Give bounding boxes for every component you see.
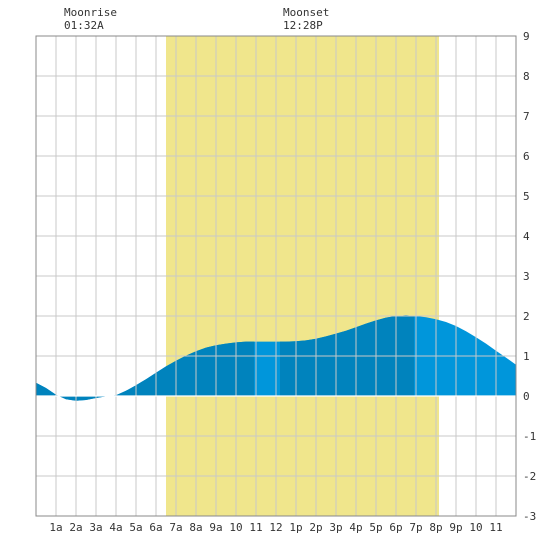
y-tick-label: 7 bbox=[523, 110, 530, 123]
y-tick-label: 8 bbox=[523, 70, 530, 83]
x-tick-label: 6a bbox=[149, 521, 162, 534]
y-tick-label: -3 bbox=[523, 510, 536, 523]
x-tick-label: 4a bbox=[109, 521, 122, 534]
y-tick-label: 0 bbox=[523, 390, 530, 403]
y-tick-label: -1 bbox=[523, 430, 536, 443]
x-tick-label: 7p bbox=[409, 521, 422, 534]
y-tick-label: 5 bbox=[523, 190, 530, 203]
x-tick-labels: 1a 2a 3a 4a 5a 6a 7a 8a 9a 10 11 12 1p 2p 3p 4p 5p 6p 7p 8p… bbox=[49, 521, 502, 534]
x-tick-label: 11 bbox=[489, 521, 502, 534]
y-tick-label: 2 bbox=[523, 310, 530, 323]
y-tick-label: 4 bbox=[523, 230, 530, 243]
x-tick-label: 9a bbox=[209, 521, 222, 534]
y-tick-labels: -3 -2 -1 0 1 2 3 4 5 6 7 8 9 bbox=[523, 30, 536, 523]
x-tick-label: 8a bbox=[189, 521, 202, 534]
y-tick-label: 3 bbox=[523, 270, 530, 283]
x-tick-label: 3a bbox=[89, 521, 102, 534]
x-tick-label: 10 bbox=[469, 521, 482, 534]
x-tick-label: 7a bbox=[169, 521, 182, 534]
x-tick-label: 2a bbox=[69, 521, 82, 534]
y-tick-label: 9 bbox=[523, 30, 530, 43]
plot-frame bbox=[35, 35, 517, 517]
x-tick-label: 8p bbox=[429, 521, 442, 534]
x-tick-label: 5a bbox=[129, 521, 142, 534]
moonrise-time: 01:32A bbox=[64, 19, 104, 32]
moonset-label: Moonset bbox=[283, 6, 329, 19]
y-tick-label: -2 bbox=[523, 470, 536, 483]
x-tick-label: 5p bbox=[369, 521, 382, 534]
y-tick-label: 1 bbox=[523, 350, 530, 363]
x-tick-label: 9p bbox=[449, 521, 462, 534]
x-tick-label: 12 bbox=[269, 521, 282, 534]
x-tick-label: 1a bbox=[49, 521, 62, 534]
y-tick-label: 6 bbox=[523, 150, 530, 163]
plot-frame-layer bbox=[35, 35, 517, 517]
grid-layer bbox=[36, 36, 516, 516]
x-tick-label: 4p bbox=[349, 521, 362, 534]
moonrise-label: Moonrise bbox=[64, 6, 117, 19]
moonset-time: 12:28P bbox=[283, 19, 323, 32]
x-tick-label: 3p bbox=[329, 521, 342, 534]
x-tick-label: 11 bbox=[249, 521, 262, 534]
x-tick-label: 2p bbox=[309, 521, 322, 534]
tide-area-dark-segment bbox=[116, 341, 254, 396]
x-tick-label: 10 bbox=[229, 521, 242, 534]
x-tick-label: 6p bbox=[389, 521, 402, 534]
x-tick-label: 1p bbox=[289, 521, 302, 534]
